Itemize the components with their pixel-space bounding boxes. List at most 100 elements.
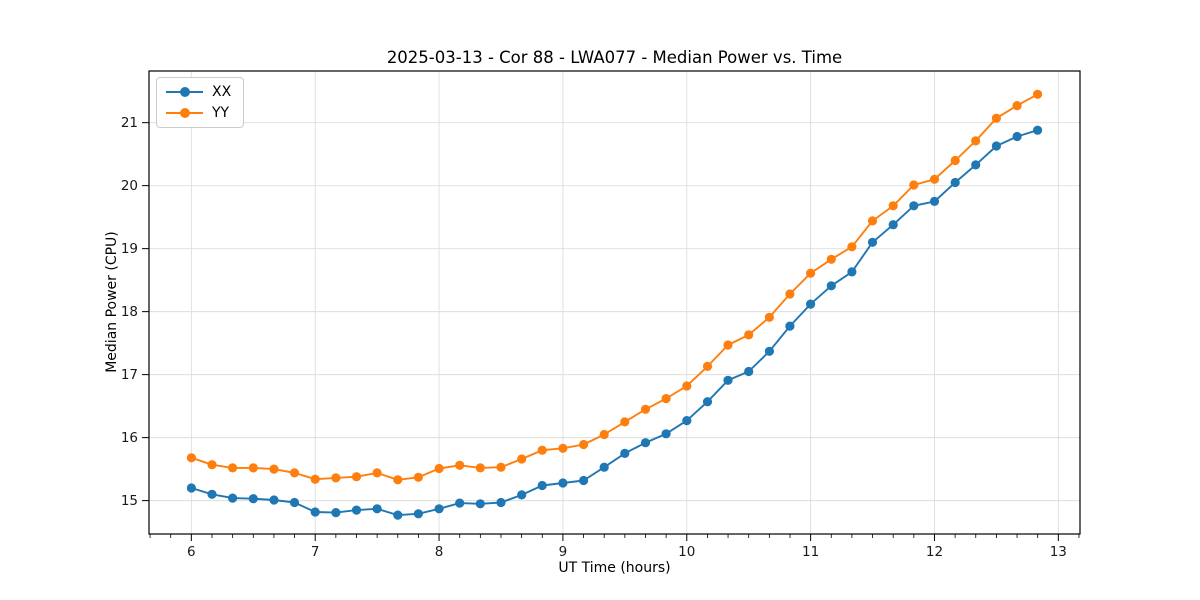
series-XX-marker <box>269 495 279 505</box>
series-XX-marker <box>579 475 589 486</box>
series-YY-marker <box>558 443 568 453</box>
series-YY-marker <box>640 404 651 414</box>
series-XX-marker <box>640 438 651 448</box>
series-XX-marker <box>1012 131 1022 142</box>
series-XX-marker <box>723 375 733 385</box>
series-YY-marker <box>888 201 898 211</box>
y-tick-label-17: 17 <box>121 367 138 383</box>
legend-item-XX: XX <box>166 85 231 99</box>
series-YY-marker <box>393 475 403 485</box>
series-XX-marker <box>517 490 527 500</box>
series-XX-marker <box>1033 125 1043 135</box>
legend-line-sample <box>166 87 203 97</box>
series-YY-marker <box>351 472 362 482</box>
series-YY-marker <box>228 463 238 473</box>
series-YY-marker <box>682 381 692 391</box>
series-YY-marker <box>806 268 816 278</box>
series-XX-marker <box>331 507 341 518</box>
series-XX-marker <box>702 397 713 407</box>
series-YY-marker <box>248 463 258 473</box>
series-YY-marker <box>434 463 444 474</box>
series-YY-marker <box>269 464 279 474</box>
series-YY-marker <box>661 394 671 404</box>
y-axis-label: Median Power (CPU) <box>104 231 120 373</box>
series-XX-marker <box>826 281 836 291</box>
series-XX-marker <box>248 494 258 504</box>
x-tick-label-9: 9 <box>559 544 568 560</box>
series-XX-marker <box>847 267 857 277</box>
series-YY-marker <box>867 216 878 226</box>
series-XX-marker <box>744 366 754 377</box>
legend-marker-dot <box>179 87 190 97</box>
x-tick-label-10: 10 <box>678 544 695 560</box>
x-tick-label-13: 13 <box>1050 544 1067 560</box>
series-XX-marker <box>929 196 940 206</box>
series-XX-marker <box>806 299 816 309</box>
series-XX-marker <box>186 483 196 493</box>
legend-label: YY <box>212 105 230 121</box>
series-XX-marker <box>620 448 630 458</box>
series-XX-marker <box>867 237 878 247</box>
series-YY-marker <box>1012 101 1022 111</box>
series-YY-marker <box>599 429 609 440</box>
chart-title: 2025-03-13 - Cor 88 - LWA077 - Median Po… <box>386 48 843 67</box>
series-YY-marker <box>847 242 857 252</box>
legend-marker-dot <box>179 108 190 118</box>
series-YY-marker <box>744 330 754 340</box>
series-XX-marker <box>950 177 960 188</box>
series-YY-marker <box>971 136 981 146</box>
series-XX-marker <box>351 505 362 515</box>
series-XX-marker <box>971 160 981 170</box>
series-YY-marker <box>1033 89 1043 99</box>
series-XX-marker <box>455 498 465 508</box>
y-tick-label-21: 21 <box>121 115 138 131</box>
series-YY-marker <box>909 180 919 190</box>
series-YY-marker <box>702 361 713 371</box>
series-YY-marker <box>723 340 733 350</box>
series-XX-marker <box>682 416 692 426</box>
series-YY-marker <box>929 174 940 184</box>
series-YY-marker <box>991 113 1002 123</box>
series-XX-marker <box>372 504 382 514</box>
legend: XX YY <box>156 77 245 128</box>
legend-label: XX <box>212 84 232 100</box>
x-axis-label: UT Time (hours) <box>558 560 671 576</box>
series-XX-marker <box>537 480 547 491</box>
series-YY-marker <box>289 468 300 478</box>
series-YY-marker <box>579 439 589 450</box>
x-tick-label-7: 7 <box>311 544 320 560</box>
series-YY-marker <box>764 312 775 322</box>
series-YY-marker <box>537 445 547 455</box>
series-XX-marker <box>764 346 775 356</box>
series-XX-marker <box>393 510 403 520</box>
legend-line-sample <box>166 108 203 118</box>
series-XX-marker <box>888 220 898 230</box>
series-YY-marker <box>950 155 960 166</box>
y-tick-label-18: 18 <box>121 304 138 320</box>
series-XX-marker <box>661 429 671 439</box>
series-YY-line <box>191 93 1039 481</box>
series-YY-marker <box>620 417 630 427</box>
series-XX-marker <box>599 462 609 472</box>
series-YY-marker <box>826 254 836 264</box>
legend-item-YY: YY <box>166 106 231 120</box>
series-XX-marker <box>228 493 238 503</box>
y-tick-label-16: 16 <box>121 430 138 446</box>
x-tick-label-12: 12 <box>926 544 943 560</box>
series-XX-marker <box>475 499 485 509</box>
series-XX-marker <box>785 321 795 331</box>
x-tick-label-11: 11 <box>802 544 819 560</box>
series-YY-marker <box>186 453 196 463</box>
series-XX-marker <box>496 497 506 508</box>
x-tick-label-6: 6 <box>187 544 196 560</box>
series-XX-marker <box>289 497 300 508</box>
series-XX-marker <box>413 509 423 519</box>
series-XX-marker <box>310 507 320 517</box>
series-YY-marker <box>413 472 423 482</box>
series-YY-marker <box>455 460 465 470</box>
series-YY-marker <box>310 474 320 484</box>
series-YY-marker <box>207 460 217 470</box>
series-XX-marker <box>434 504 444 514</box>
